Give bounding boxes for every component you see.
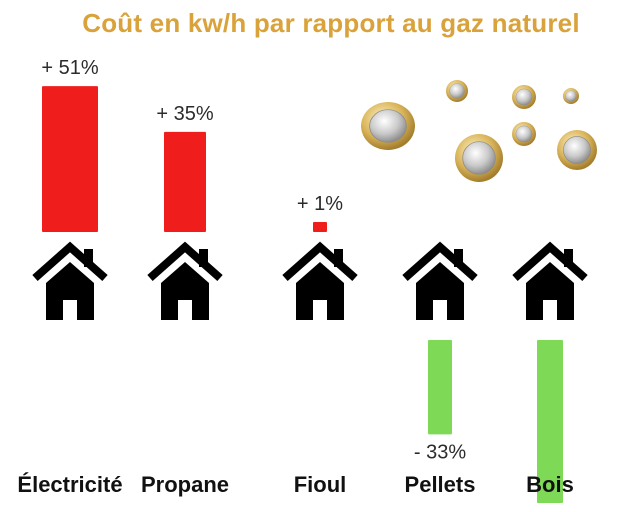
value-label-propane: + 35% [156, 103, 213, 125]
bar-propane [164, 131, 206, 232]
bar-pellets [428, 340, 452, 435]
house-icon [402, 241, 478, 320]
value-labels-group: + 51% + 35% + 1% - 33% - 57% [41, 57, 576, 512]
value-label-bois: - 57% [524, 510, 576, 512]
bar-bois [537, 340, 563, 504]
house-icon [512, 241, 588, 320]
bars-group [42, 86, 563, 504]
chart-title: Coût en kw/h par rapport au gaz naturel [82, 8, 580, 38]
category-label-pellets: Pellets [405, 472, 476, 497]
category-label-bois: Bois [526, 472, 574, 497]
value-label-pellets: - 33% [414, 441, 466, 463]
house-icon [147, 241, 223, 320]
category-label-propane: Propane [141, 472, 229, 497]
house-icon [282, 241, 358, 320]
bar-fioul [313, 222, 327, 232]
house-icon [32, 241, 108, 320]
value-label-electricite: + 51% [41, 57, 98, 79]
category-label-fioul: Fioul [294, 472, 347, 497]
euro-coins-image [360, 79, 598, 183]
bar-electricite [42, 86, 98, 232]
houses-group [32, 241, 588, 320]
category-labels-group: Électricité Propane Fioul Pellets Bois [17, 472, 573, 497]
category-label-electricite: Électricité [17, 472, 122, 497]
value-label-fioul: + 1% [297, 193, 343, 215]
